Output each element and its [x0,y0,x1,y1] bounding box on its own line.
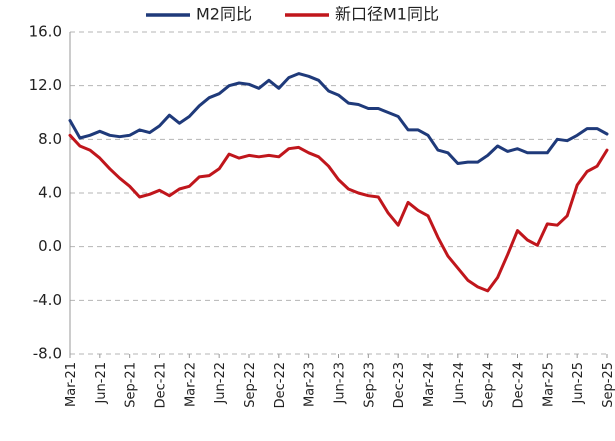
y-tick-label: 16.0 [29,23,62,41]
y-tick-label: -4.0 [33,291,62,309]
x-tick-label: Dec-24 [512,362,527,408]
legend: M2同比 新口径M1同比 [146,5,439,24]
x-tick-label: Jun-22 [213,362,228,405]
x-tick-label: Jun-23 [333,362,348,405]
x-tick-label: Sep-25 [601,362,615,408]
x-tick-label: Dec-21 [154,362,169,408]
legend-label-m2: M2同比 [196,5,252,24]
x-tick-label: Mar-23 [303,362,318,407]
y-tick-label: -8.0 [33,345,62,363]
x-axis-tick-labels: Mar-21 Jun-21 Sep-21 Dec-21 Mar-22 Jun-22 Sep-… [64,362,615,408]
x-tick-label: Mar-22 [183,362,198,407]
x-tick-label: Sep-23 [362,362,377,408]
y-tick-label: 4.0 [38,184,62,202]
axes [69,32,608,358]
x-tick-label: Jun-24 [452,362,467,405]
x-tick-label: Mar-25 [541,362,556,407]
series-line-m2 [68,72,609,165]
y-tick-label: 0.0 [38,237,62,255]
series-line-m1 [68,133,609,293]
x-tick-label: Sep-22 [243,362,258,408]
x-tick-label: Sep-21 [124,362,139,408]
y-tick-label: 8.0 [38,130,62,148]
x-tick-label: Sep-24 [482,362,497,408]
x-tick-label: Mar-24 [422,362,437,407]
x-tick-label: Dec-22 [273,362,288,408]
x-tick-label: Jun-21 [94,362,109,405]
series-lines [68,72,609,293]
x-tick-label: Mar-21 [64,362,79,407]
x-tick-label: Jun-25 [571,362,586,405]
legend-label-m1: 新口径M1同比 [335,5,439,24]
y-tick-label: 12.0 [29,76,62,94]
x-tick-label: Dec-23 [392,362,407,408]
y-axis-tick-labels: 16.0 12.0 8.0 4.0 0.0 -4.0 -8.0 [29,23,62,363]
